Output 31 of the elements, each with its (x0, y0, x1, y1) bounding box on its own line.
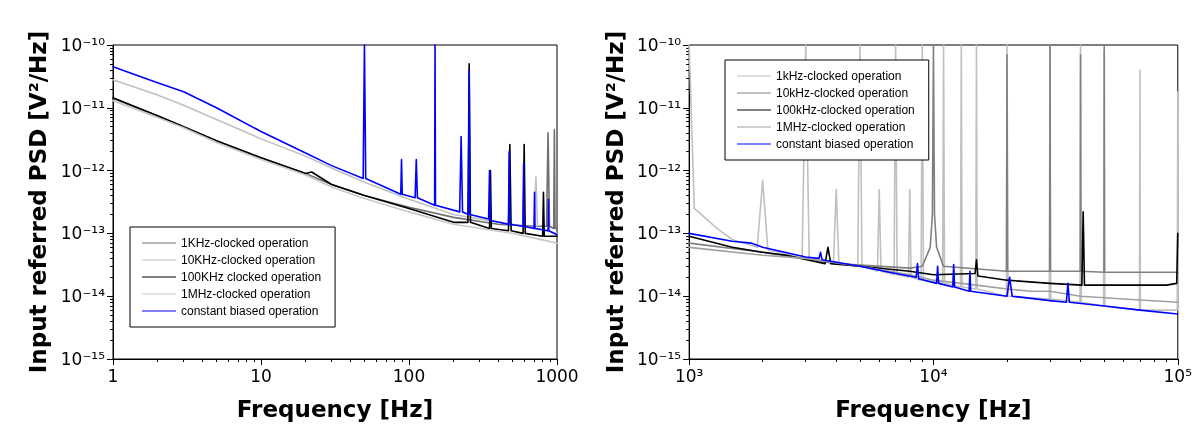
y-tick-label: 10⁻¹⁴ (636, 286, 682, 307)
x-tick-label: 10⁴ (919, 365, 948, 386)
x-axis-title: Frequency [Hz] (835, 395, 1032, 422)
y-tick-label: 10⁻¹¹ (60, 97, 105, 118)
legend-label: 10KHz-clocked operation (181, 253, 316, 267)
y-tick-label: 10⁻¹³ (60, 223, 105, 244)
x-tick-label: 10⁵ (1163, 365, 1192, 386)
y-tick-label: 10⁻¹⁰ (60, 35, 106, 55)
y-tick-label: 10⁻¹³ (636, 223, 682, 244)
x-tick-label: 10 (250, 365, 272, 386)
y-axis-title: Input referred PSD [V²/Hz] (601, 30, 628, 374)
legend-label: 1KHz-clocked operation (181, 236, 309, 250)
y-tick-label: 10⁻¹² (60, 160, 105, 181)
y-axis-title: Input referred PSD [V²/Hz] (25, 30, 52, 374)
y-tick-label: 10⁻¹⁴ (60, 286, 106, 307)
y-tick-label: 10⁻¹⁵ (60, 349, 105, 369)
legend-label: 100kHz-clocked operation (776, 103, 915, 117)
legend-label: constant biased operation (181, 304, 319, 318)
x-tick-label: 1 (107, 365, 119, 386)
x-axis-title: Frequency [Hz] (236, 395, 434, 422)
x-tick-label: 100 (392, 365, 426, 386)
legend-label: 1MHz-clocked operation (181, 287, 311, 301)
legend-label: 1MHz-clocked operation (776, 120, 906, 134)
y-tick-label: 10⁻¹¹ (636, 97, 682, 118)
x-tick-label: 1000 (535, 365, 579, 386)
legend-label: 1kHz-clocked operation (776, 69, 902, 83)
y-tick-label: 10⁻¹² (636, 160, 682, 181)
legend-label: constant biased operation (776, 137, 914, 151)
legend-label: 10kHz-clocked operation (776, 86, 909, 100)
legend-label: 100KHz clocked operation (181, 270, 322, 284)
y-tick-label: 10⁻¹⁰ (636, 35, 682, 55)
